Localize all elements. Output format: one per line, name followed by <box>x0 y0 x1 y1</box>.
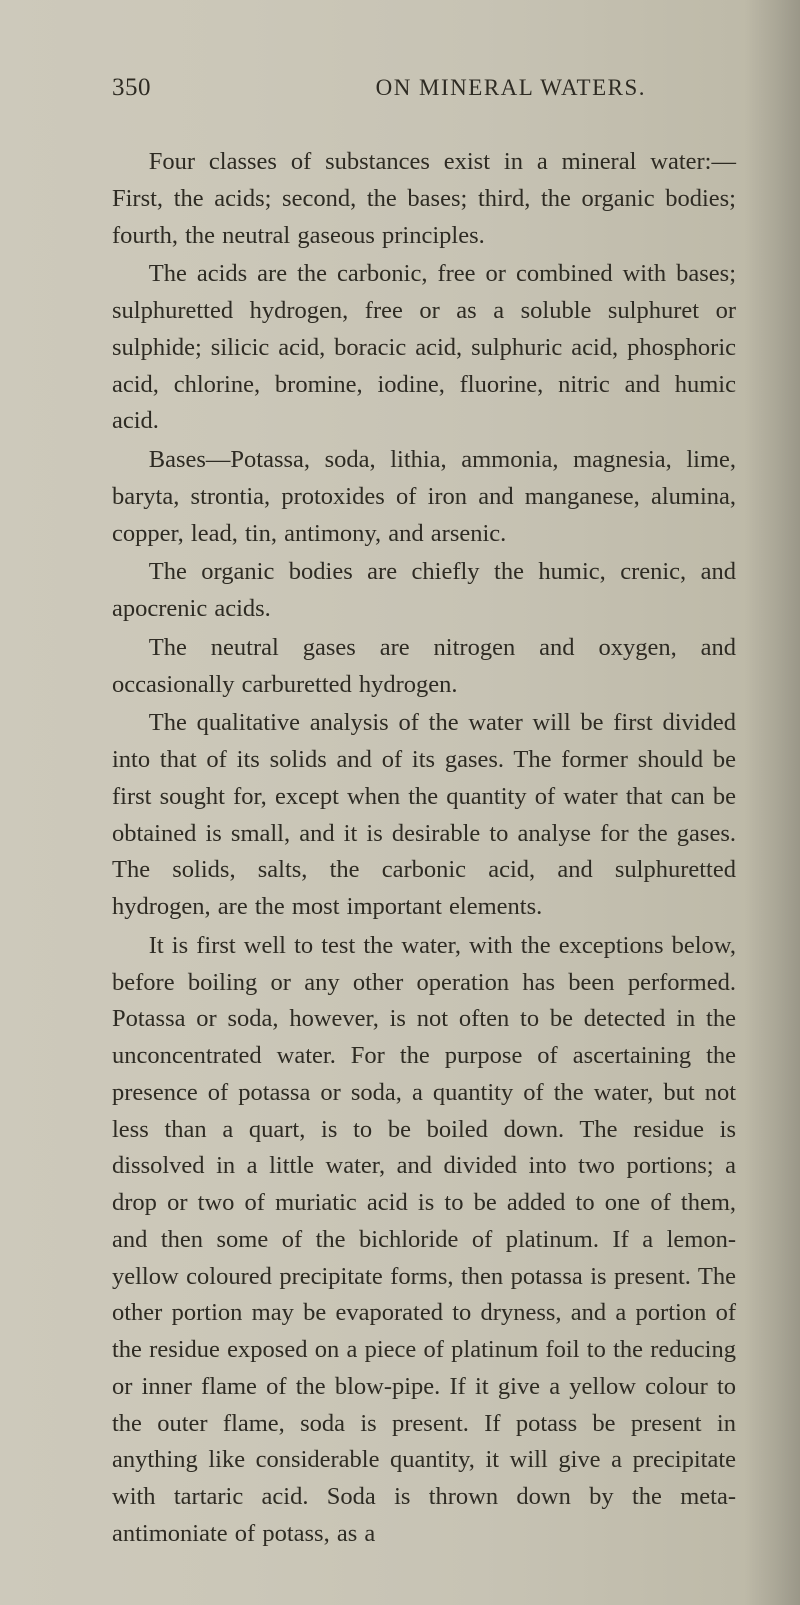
page-header: 350 ON MINERAL WATERS. <box>112 74 736 102</box>
scanned-page: 350 ON MINERAL WATERS. Four classes of s… <box>0 0 800 1605</box>
body-paragraph: Bases—Potassa, soda, lithia, ammonia, ma… <box>112 442 736 552</box>
body-paragraph: The qualitative analysis of the water wi… <box>112 705 736 926</box>
running-title: ON MINERAL WATERS. <box>376 75 646 101</box>
page-number: 350 <box>112 74 151 102</box>
body-paragraph: The neutral gases are nitrogen and oxyge… <box>112 630 736 704</box>
body-paragraph: The organic bodies are chiefly the humic… <box>112 554 736 628</box>
body-paragraph: The acids are the carbonic, free or comb… <box>112 256 736 440</box>
body-paragraph: Four classes of substances exist in a mi… <box>112 144 736 254</box>
body-paragraph: It is first well to test the water, with… <box>112 928 736 1553</box>
